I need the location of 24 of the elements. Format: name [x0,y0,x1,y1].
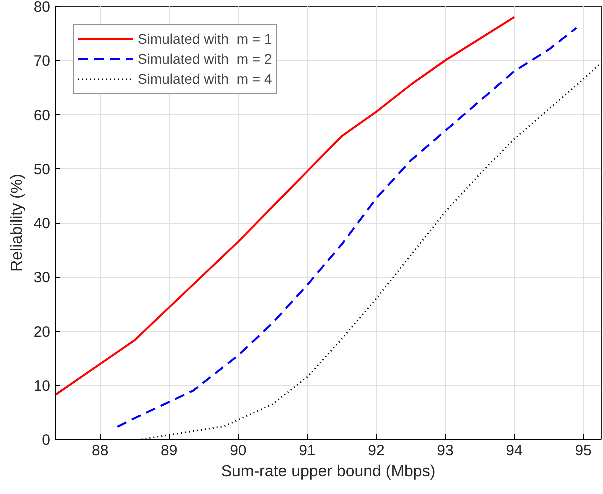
x-tick-label: 89 [161,442,178,460]
x-tick-label: 94 [506,442,523,460]
x-tick-label: 92 [368,442,385,460]
x-tick-label: 95 [575,442,592,460]
x-tick-label: 90 [230,442,247,460]
x-tick-label: 88 [92,442,109,460]
y-tick-label: 0 [42,432,50,449]
y-tick-label: 40 [34,216,51,232]
y-tick-label: 70 [34,53,51,70]
x-axis-title: Sum-rate upper bound (Mbps) [221,464,436,480]
y-tick-label: 80 [34,0,51,16]
legend-label: Simulated with m = 2 [138,51,272,67]
y-axis-title: Reliability (%) [8,174,26,272]
x-tick-label: 91 [299,442,316,460]
y-tick-label: 60 [34,107,51,124]
y-tick-label: 10 [34,378,51,395]
line-series [116,27,578,428]
y-tick-label: 20 [34,324,51,341]
legend-label: Simulated with m = 4 [138,71,272,87]
y-tick-label: 30 [34,270,51,287]
line-series [56,16,516,396]
y-tick-label: 50 [34,161,51,178]
x-tick-label: 93 [437,442,454,460]
legend-label: Simulated with m = 1 [138,31,272,47]
